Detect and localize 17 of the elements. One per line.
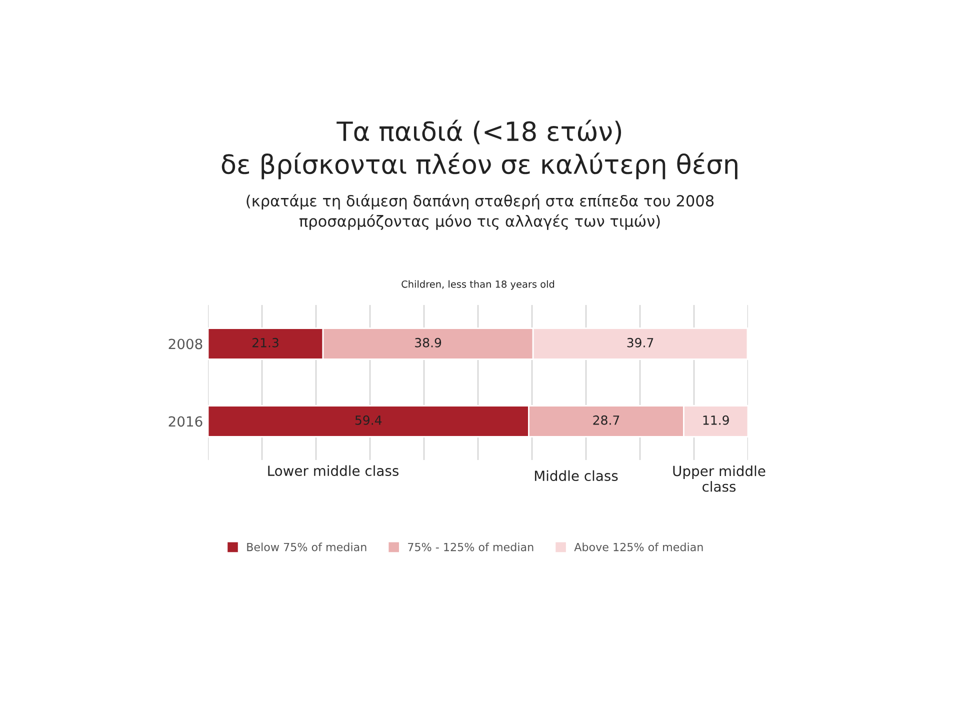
y-tick-label: 2016 — [168, 416, 202, 427]
chart-title: Τα παιδιά (<18 ετών) δε βρίσκονται πλέον σε καλύτερη θέση — [222, 120, 738, 180]
data-label: 11.9 — [703, 415, 729, 425]
text: Children, less than 18 years old — [402, 280, 554, 290]
y-tick-label: 2008 — [168, 338, 202, 350]
data-label: 38.9 — [415, 338, 442, 348]
text: Lower middle class — [268, 465, 398, 476]
legend-label: 75% - 125% of median — [408, 542, 534, 552]
text: Middle class — [534, 470, 618, 482]
legend-label: Below 75% of median — [247, 542, 366, 552]
data-label: 39.7 — [627, 338, 654, 348]
legend-label: Above 125% of median — [574, 542, 703, 552]
data-label: 28.7 — [593, 415, 620, 425]
chart-subtitle: (κρατάμε τη διάμεση δαπάνη σταθερή στα επίπεδα του 2008 προσαρμόζοντας μόνο τις αλλαγές των τιμών) — [246, 194, 714, 230]
data-label: 59.4 — [355, 415, 382, 425]
text: Upper middle class — [673, 466, 766, 492]
data-label: 21.3 — [252, 338, 278, 348]
